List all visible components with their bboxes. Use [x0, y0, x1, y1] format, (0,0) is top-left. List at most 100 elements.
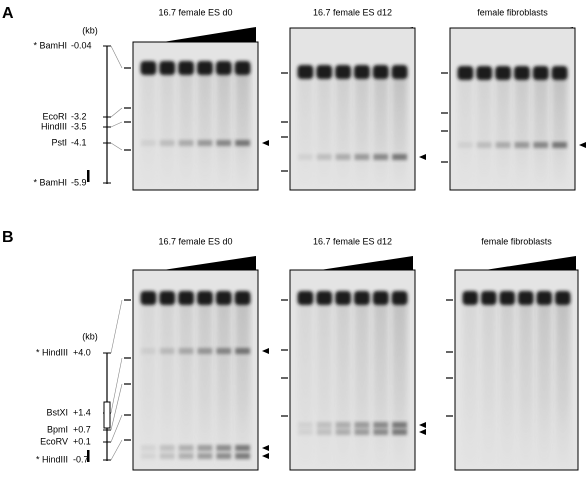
faint-band [235, 453, 250, 459]
site-position: -0.04 [71, 40, 92, 50]
lane-smear [392, 298, 407, 466]
lane-smear [514, 73, 530, 186]
probe-region [103, 401, 111, 429]
lane-smear [335, 72, 351, 186]
main-band [536, 291, 552, 305]
main-band [457, 66, 474, 80]
faint-band [216, 453, 232, 459]
faint-band [335, 422, 351, 428]
lane-smear [458, 73, 473, 186]
faint-band [197, 140, 213, 146]
faint-band [373, 422, 389, 428]
lane-smear [178, 298, 194, 466]
band-arrow [579, 142, 586, 148]
lane-smear [141, 298, 156, 466]
site-enzyme: EcoRV [40, 436, 68, 446]
faint-band [178, 348, 194, 354]
blot-image [449, 27, 576, 191]
faint-band [354, 154, 370, 160]
main-band [518, 291, 534, 305]
main-band [555, 291, 571, 305]
lane-smear [216, 68, 232, 186]
lane-smear [537, 298, 552, 466]
site-position: -4.1 [71, 137, 87, 147]
site-enzyme: * BamHI [33, 40, 67, 50]
main-band [297, 65, 314, 79]
connector [110, 383, 123, 431]
lane-smear [500, 298, 515, 466]
blot-title: female fibroblasts [481, 236, 552, 246]
main-band [551, 66, 568, 80]
faint-band [316, 422, 332, 428]
lane-smear [197, 68, 213, 186]
blot-image [132, 41, 259, 191]
lane-smear [555, 298, 570, 466]
blot-title: 16.7 female ES d12 [313, 236, 392, 246]
faint-band [298, 422, 313, 428]
probe [87, 450, 90, 462]
dose-wedge [485, 256, 576, 270]
main-band [215, 291, 232, 305]
site-position: -5.9 [71, 177, 87, 187]
main-band [316, 65, 333, 79]
site-enzyme: PstI [51, 137, 67, 147]
connector [110, 299, 123, 354]
panel-label: B [2, 229, 14, 246]
main-band [532, 66, 549, 80]
map-unit: (kb) [82, 25, 98, 35]
site-position: -0.7 [73, 454, 89, 464]
faint-band [141, 445, 156, 451]
site-position: -3.5 [71, 121, 87, 131]
faint-band [216, 445, 232, 451]
connector [110, 439, 123, 461]
faint-band [298, 429, 313, 435]
main-band [354, 65, 370, 79]
faint-band [373, 429, 389, 435]
faint-band [335, 154, 351, 160]
band-arrow [419, 154, 426, 160]
band-arrow [262, 453, 269, 459]
faint-band [178, 445, 194, 451]
main-band [178, 61, 194, 75]
lane-smear [298, 72, 313, 186]
dose-wedge [320, 256, 413, 270]
faint-band [552, 142, 567, 148]
lane-smear [197, 298, 213, 466]
blot-image [132, 269, 259, 471]
connector [110, 357, 123, 414]
faint-band [159, 453, 175, 459]
map-unit: (kb) [82, 331, 98, 341]
lane-smear [159, 68, 175, 186]
main-band [462, 291, 478, 305]
connector [110, 414, 123, 443]
faint-band [216, 140, 232, 146]
lane-smear [392, 72, 407, 186]
lane-smear [335, 298, 351, 466]
main-band [316, 291, 333, 305]
faint-band [197, 445, 213, 451]
main-band [372, 291, 389, 305]
main-band [514, 66, 530, 80]
faint-band [354, 429, 370, 435]
faint-band [476, 142, 492, 148]
faint-band [316, 429, 332, 435]
lane-smear [216, 298, 232, 466]
site-enzyme: BpmI [47, 424, 68, 434]
site-position: -3.2 [71, 111, 87, 121]
faint-band [141, 348, 156, 354]
faint-band [159, 445, 175, 451]
main-band [481, 291, 497, 305]
main-band [335, 65, 351, 79]
site-enzyme: * HindIII [36, 454, 68, 464]
site-position: +0.1 [73, 436, 91, 446]
faint-band [235, 348, 250, 354]
faint-band [495, 142, 511, 148]
lane-smear [533, 73, 549, 186]
site-enzyme: BstXI [46, 407, 68, 417]
main-band [391, 291, 408, 305]
faint-band [216, 348, 232, 354]
connector [110, 121, 123, 128]
site-enzyme: EcoRI [42, 111, 67, 121]
blot-title: 16.7 female ES d0 [158, 236, 232, 246]
lane-smear [552, 73, 567, 186]
